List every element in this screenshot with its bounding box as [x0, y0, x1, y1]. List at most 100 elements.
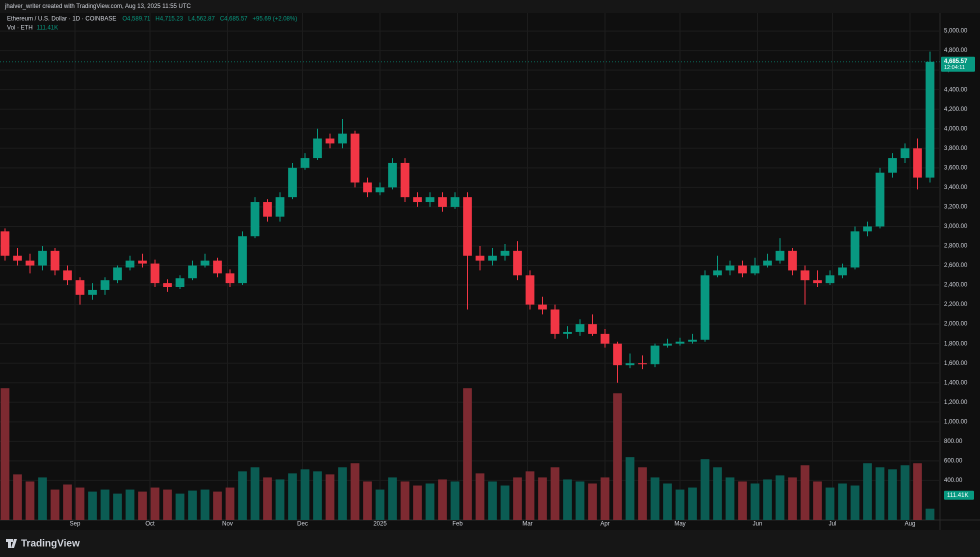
logo-mark — [6, 539, 17, 548]
volume-bar — [438, 479, 447, 520]
volume-bar — [513, 477, 522, 520]
volume-bar — [725, 477, 735, 520]
volume-bar — [875, 467, 885, 520]
candle-body — [188, 265, 197, 279]
candle-body — [550, 309, 560, 334]
y-tick-label: 4,200.00 — [944, 107, 968, 113]
candle-body — [663, 343, 672, 346]
x-tick-label: Jun — [753, 522, 763, 528]
candle-body — [225, 273, 235, 284]
x-tick-label: Dec — [297, 522, 308, 528]
candle-body — [875, 172, 885, 227]
volume-bar — [338, 467, 347, 520]
ohlc-value: L4,562.87 — [188, 17, 215, 23]
y-tick-label: 3,400.00 — [944, 185, 968, 191]
candle-body — [563, 331, 572, 334]
x-tick-label: Jul — [829, 522, 837, 528]
x-tick-label: Feb — [452, 522, 463, 528]
candle-body — [750, 265, 760, 274]
candle-body — [338, 133, 347, 144]
candle-body — [25, 260, 35, 266]
candle-body — [263, 202, 272, 217]
symbol: Ethereum / U.S. Dollar · 1D · COINBASE — [7, 17, 116, 23]
candle-body — [200, 260, 210, 266]
candle-body — [113, 267, 122, 281]
volume-bar — [425, 483, 435, 520]
y-tick-label: 2,200.00 — [944, 302, 968, 308]
volume-bar — [500, 485, 510, 520]
y-tick-label: 2,600.00 — [944, 263, 968, 269]
candle-body — [138, 260, 147, 264]
candle-body — [488, 255, 497, 261]
volume-bar — [388, 477, 397, 520]
y-tick-label: 1,400.00 — [944, 380, 968, 386]
y-tick-label: 4,800.00 — [944, 48, 968, 54]
y-tick-label: 600.00 — [944, 458, 963, 464]
volume-bar — [763, 479, 772, 520]
candle-body — [75, 280, 85, 295]
volume-bar — [88, 491, 97, 520]
credit: jhalver_writer created with TradingView.… — [4, 4, 192, 10]
last-price-tag — [941, 56, 975, 72]
volume-bar — [475, 473, 485, 520]
volume-bar — [213, 491, 222, 520]
volume-bar — [300, 469, 310, 520]
y-tick-label: 3,000.00 — [944, 224, 968, 230]
y-tick-label: 1,800.00 — [944, 341, 968, 347]
brand: TradingView — [21, 539, 80, 550]
candle-body — [13, 255, 22, 261]
volume-bar — [838, 483, 847, 520]
y-tick-label: 2,000.00 — [944, 322, 968, 328]
ohlc-value: H4,715.23 — [155, 17, 183, 23]
volume-bar — [713, 467, 722, 520]
candle-body — [788, 250, 797, 271]
candle-body — [475, 255, 485, 261]
candle-body — [850, 231, 860, 268]
countdown: 12:04:11 — [944, 65, 965, 71]
volume-bar — [250, 467, 260, 520]
candle-body — [313, 138, 322, 159]
candle-body — [575, 324, 585, 332]
y-tick-label: 4,000.00 — [944, 126, 968, 132]
x-tick-label: Sep — [70, 522, 81, 528]
x-tick-label: Mar — [522, 522, 532, 528]
volume-bar — [663, 483, 672, 520]
volume-bar — [775, 475, 785, 520]
y-tick-label: 3,600.00 — [944, 165, 968, 171]
candle-body — [250, 202, 260, 237]
candle-body — [675, 341, 685, 344]
volume-bar — [488, 481, 497, 520]
volume-bar — [675, 489, 685, 520]
volume-bar — [288, 473, 297, 520]
candle-body — [925, 61, 935, 178]
candle-body — [425, 197, 435, 203]
candle-body — [375, 187, 385, 193]
candle-body — [825, 275, 835, 284]
volume-bar — [38, 477, 47, 520]
volume-bar — [613, 393, 622, 520]
candle-body — [800, 270, 810, 281]
x-tick-label: Aug — [905, 522, 916, 528]
candle-body — [538, 304, 547, 310]
candle-body — [725, 265, 735, 271]
candle-body — [525, 275, 535, 305]
volume-bar — [813, 481, 822, 520]
volume-bar — [175, 493, 185, 520]
candle-body — [775, 250, 785, 261]
candle-body — [388, 162, 397, 188]
y-tick-label: 400.00 — [944, 478, 963, 484]
volume-bar — [325, 474, 335, 520]
volume-bar — [113, 493, 122, 520]
volume-bar — [700, 459, 710, 520]
candle-body — [213, 260, 222, 274]
candle-body — [350, 133, 360, 183]
x-tick-label: Nov — [222, 522, 233, 528]
volume-bar — [588, 483, 597, 520]
y-tick-label: 3,200.00 — [944, 204, 968, 210]
volume-bar — [225, 487, 235, 520]
logo: TradingView — [6, 539, 80, 550]
candle-body — [450, 197, 460, 207]
y-tick-label: 2,400.00 — [944, 283, 968, 289]
volume-bar — [563, 479, 572, 520]
